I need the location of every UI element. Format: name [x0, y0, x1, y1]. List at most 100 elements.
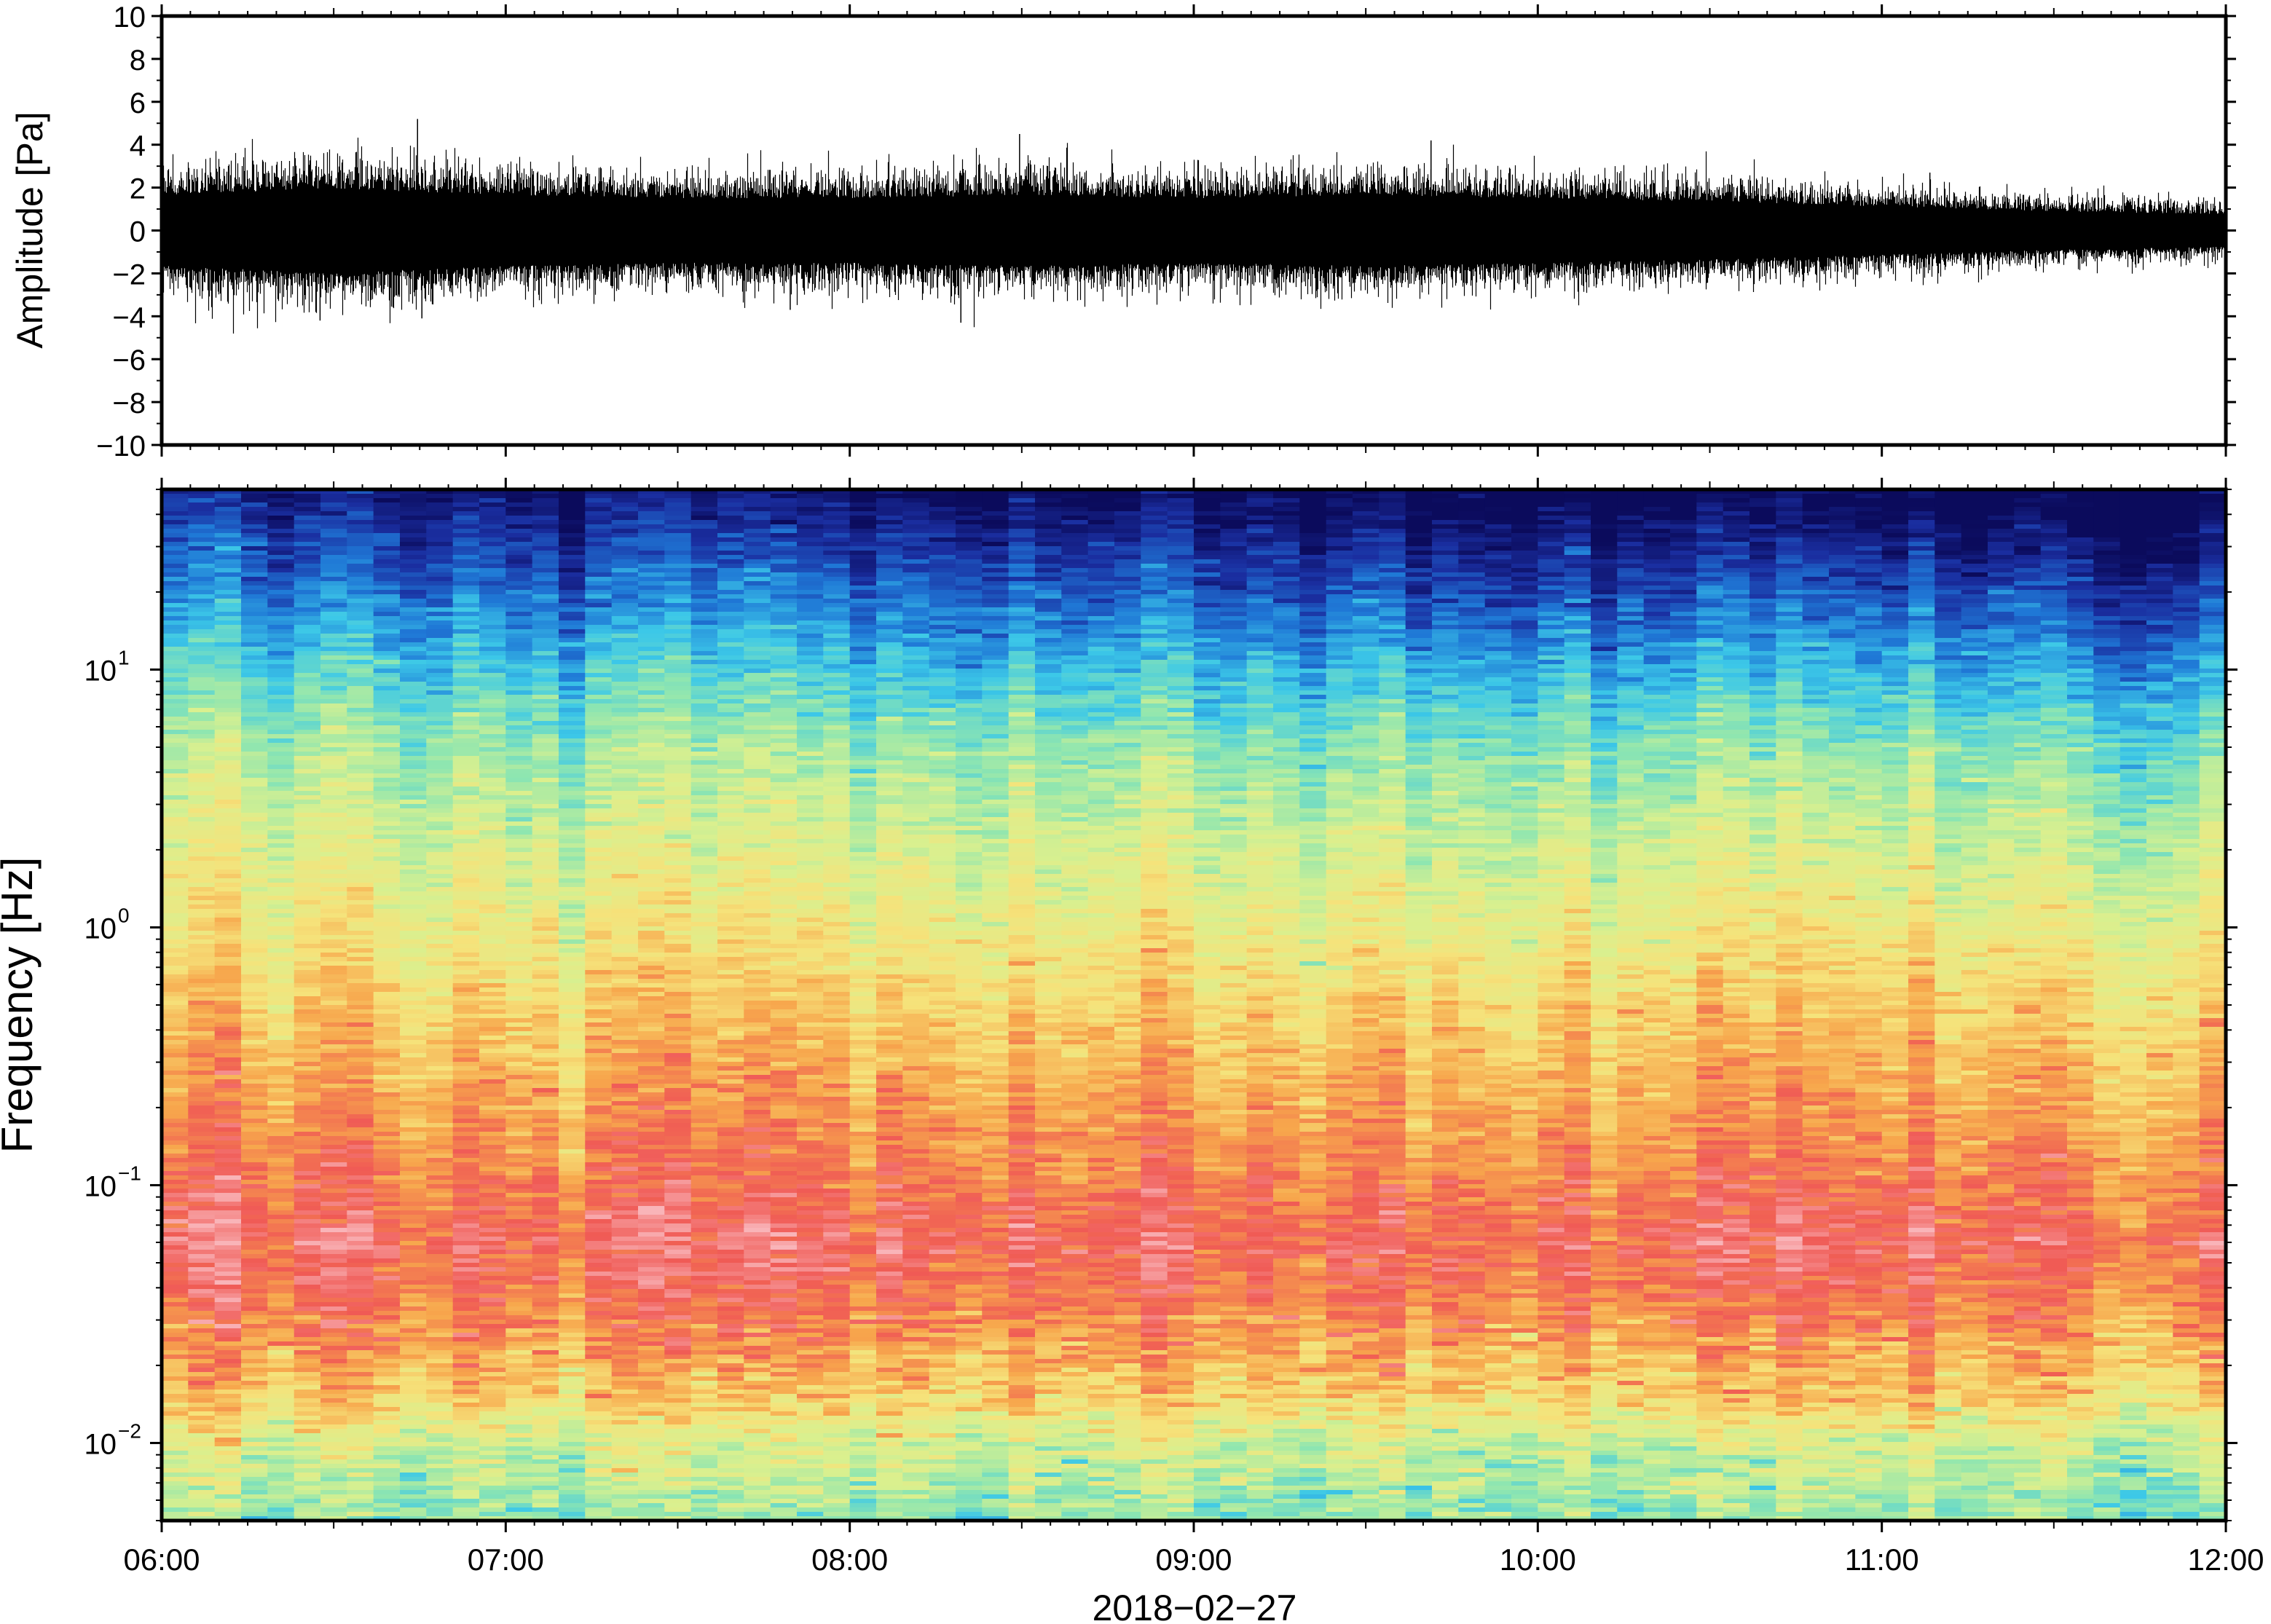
spectrogram-cell [347, 1258, 374, 1264]
spectrogram-cell [638, 660, 666, 665]
spectrogram-cell [638, 817, 666, 822]
spectrogram-cell [611, 1184, 639, 1189]
spectrogram-cell [373, 572, 401, 578]
spectrogram-cell [214, 861, 242, 866]
spectrogram-cell [426, 1272, 454, 1277]
spectrogram-cell [479, 1315, 507, 1320]
spectrogram-cell [400, 922, 428, 927]
spectrogram-cell [559, 939, 586, 945]
spectrogram-cell [162, 953, 189, 958]
spectrogram-cell [426, 957, 454, 962]
spectrogram-cell [532, 559, 559, 564]
spectrogram-cell [188, 1398, 216, 1403]
spectrogram-cell [452, 1451, 480, 1456]
spectrogram-cell [611, 856, 639, 862]
spectrogram-cell [373, 625, 401, 630]
spectrogram-cell [373, 1490, 401, 1495]
spectrogram-cell [214, 1197, 242, 1202]
spectrogram-cell [664, 1053, 692, 1058]
spectrogram-cell [294, 904, 321, 910]
spectrogram-cell [585, 791, 613, 796]
spectrogram-cell [505, 909, 533, 914]
spectrogram-cell [452, 821, 480, 827]
spectrogram-cell [611, 752, 639, 757]
spectrogram-cell [690, 572, 718, 578]
spectrogram-cell [373, 935, 401, 940]
spectrogram-cell [373, 717, 401, 722]
spectrogram-cell [400, 629, 428, 634]
spectrogram-cell [664, 1433, 692, 1438]
spectrogram-cell [426, 1022, 454, 1028]
spectrogram-cell [214, 1136, 242, 1141]
spectrogram-cell [664, 502, 692, 508]
spectrogram-cell [373, 1328, 401, 1333]
spectrogram-cell [320, 1442, 348, 1447]
spectrogram-cell [347, 1503, 374, 1508]
spectrogram-cell [532, 887, 559, 892]
spectrogram-cell [638, 1512, 666, 1517]
spectrogram-cell [426, 782, 454, 787]
spectrogram-cell [505, 734, 533, 739]
spectrogram-cell [294, 1276, 321, 1281]
spectrogram-cell [664, 760, 692, 765]
spectrogram-cell [320, 821, 348, 827]
spectrogram-cell [294, 642, 321, 647]
spectrogram-cell [664, 1254, 692, 1259]
spectrogram-cell [188, 1184, 216, 1189]
spectrogram-cell [426, 922, 454, 927]
spectrogram-cell [188, 629, 216, 634]
spectrogram-cell [664, 1145, 692, 1150]
spectrogram-cell [532, 524, 559, 529]
spectrogram-cell [294, 843, 321, 848]
spectrogram-cell [241, 651, 269, 656]
spectrogram-cell [532, 673, 559, 678]
spectrogram-cell [294, 961, 321, 966]
spectrogram-cell [162, 1376, 189, 1381]
spectrogram-cell [241, 1184, 269, 1189]
spectrogram-cell [690, 594, 718, 599]
spectrogram-cell [664, 974, 692, 979]
spectrogram-cell [585, 660, 613, 665]
spectrogram-cell [214, 1241, 242, 1246]
spectrogram-cell [347, 586, 374, 591]
spectrogram-cell [559, 1219, 586, 1224]
spectrogram-cell [373, 804, 401, 809]
spectrogram-cell [294, 821, 321, 827]
spectrogram-cell [241, 839, 269, 844]
spectrogram-cell [241, 1363, 269, 1368]
spectrogram-cell [214, 1254, 242, 1259]
spectrogram-cell [638, 1014, 666, 1019]
spectrogram-cell [241, 1232, 269, 1237]
spectrogram-cell [241, 913, 269, 918]
spectrogram-cell [294, 1293, 321, 1298]
spectrogram-cell [373, 1167, 401, 1172]
spectrogram-cell [347, 1167, 374, 1172]
spectrogram-cell [505, 1210, 533, 1215]
spectrogram-cell [214, 1411, 242, 1416]
spectrogram-cell [426, 669, 454, 674]
spectrogram-cell [479, 1494, 507, 1499]
spectrogram-cell [452, 1346, 480, 1351]
spectrogram-cell [690, 651, 718, 656]
spectrogram-cell [638, 1429, 666, 1434]
spectrogram-cell [320, 703, 348, 709]
spectrogram-cell [347, 1424, 374, 1430]
spectrogram-cell [664, 743, 692, 748]
spectrogram-cell [400, 651, 428, 656]
spectrogram-cell [426, 721, 454, 726]
spectrogram-cell [638, 787, 666, 792]
spectrogram-cell [294, 787, 321, 792]
spectrogram-cell [162, 1263, 189, 1268]
spectrogram-cell [611, 1455, 639, 1460]
spectrogram-cell [585, 1014, 613, 1019]
spectrogram-cell [188, 821, 216, 827]
spectrogram-cell [320, 516, 348, 521]
spectrogram-cell [664, 1066, 692, 1071]
spectrogram-cell [505, 1031, 533, 1036]
spectrogram-cell [611, 1293, 639, 1298]
spectrogram-cell [214, 939, 242, 945]
spectrogram-cell [505, 655, 533, 661]
spectrogram-cell [347, 918, 374, 923]
spectrogram-cell [320, 1424, 348, 1430]
spectrogram-cell [373, 1285, 401, 1290]
